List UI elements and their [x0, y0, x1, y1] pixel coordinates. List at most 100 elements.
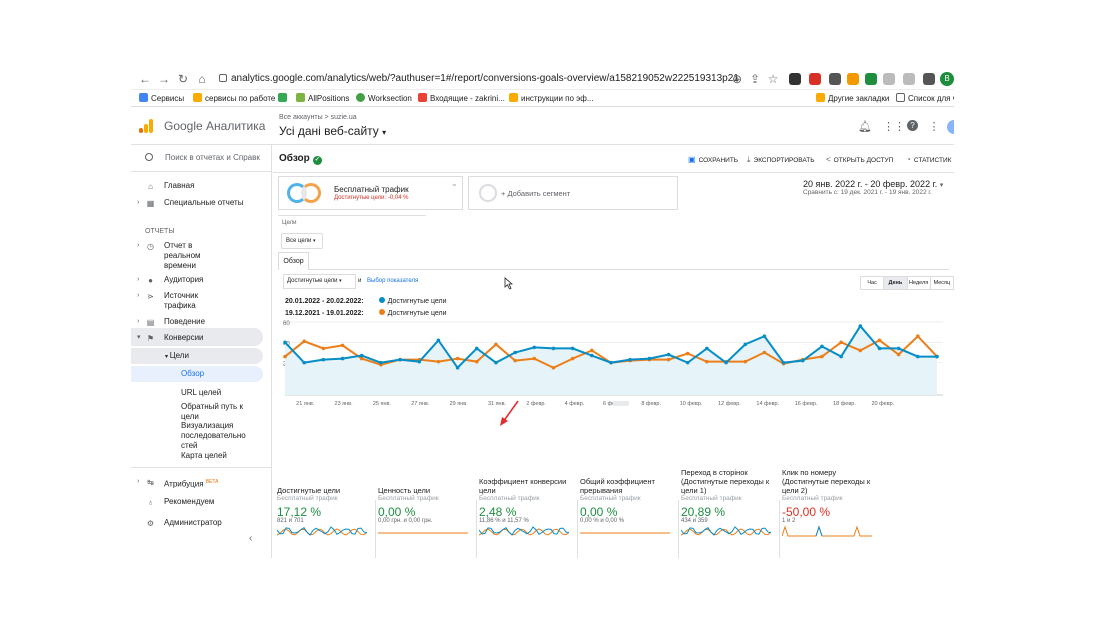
data-point[interactable] — [762, 334, 767, 339]
sidebar-item-goal-urls[interactable]: URL целей — [181, 388, 222, 397]
collapse-sidebar-icon[interactable]: ‹ — [249, 533, 253, 544]
data-point[interactable] — [570, 356, 575, 361]
data-point[interactable] — [570, 346, 575, 351]
data-point[interactable] — [474, 346, 479, 351]
sidebar-item-funnel[interactable]: Визуализация последовательно стей — [181, 421, 246, 450]
export-button[interactable]: ⤓ ЭКСПОРТИРОВАТЬ — [747, 155, 815, 164]
property-selector[interactable]: Усі дані веб-сайту ▾ — [279, 124, 386, 138]
share-page-icon[interactable]: ⇪ — [749, 72, 761, 86]
sidebar-item-goals[interactable]: ▾ Цели — [165, 351, 189, 360]
breadcrumb[interactable]: Все аккаунты > suzie.ua — [279, 114, 357, 121]
data-point[interactable] — [839, 354, 843, 359]
data-point[interactable] — [513, 358, 517, 363]
data-point[interactable] — [916, 334, 920, 339]
granularity-month[interactable]: Месяц — [933, 280, 951, 286]
data-point[interactable] — [302, 339, 306, 344]
data-point[interactable] — [474, 359, 479, 364]
data-point[interactable] — [340, 343, 345, 348]
data-point[interactable] — [436, 338, 441, 343]
insights-button[interactable]: ◔ СТАТИСТИК — [906, 155, 952, 164]
data-point[interactable] — [321, 346, 326, 351]
metric-card[interactable]: Коэффициент конверсии цели Бесплатный тра… — [479, 473, 577, 545]
back-icon[interactable]: ← — [139, 72, 151, 86]
data-point[interactable] — [666, 352, 671, 357]
data-point[interactable] — [858, 324, 863, 328]
ga-logo-icon[interactable] — [139, 119, 155, 133]
bookmark-drive[interactable] — [278, 93, 290, 104]
data-point[interactable] — [321, 357, 326, 362]
select-metric-link[interactable]: Выбор показателя — [367, 278, 419, 284]
bookmark-other[interactable]: Другие закладки — [816, 93, 889, 104]
bookmark-worksection[interactable]: Worksection — [356, 93, 412, 104]
data-point[interactable] — [436, 359, 441, 364]
line-chart[interactable]: 60402021 янв.23 янв.25 янв.27 янв.29 янв… — [283, 317, 954, 407]
bookmark-gmail[interactable]: Входящие - zakrini... — [418, 93, 505, 104]
extension-icon[interactable] — [903, 73, 915, 85]
data-point[interactable] — [724, 360, 728, 365]
profile-avatar[interactable]: B — [940, 72, 954, 86]
extensions-puzzle-icon[interactable] — [923, 73, 935, 85]
granularity-hour[interactable]: Час — [861, 277, 885, 289]
data-point[interactable] — [647, 356, 652, 361]
data-point[interactable] — [685, 351, 690, 356]
data-point[interactable] — [762, 350, 767, 355]
account-avatar[interactable] — [947, 120, 954, 134]
extension-icon[interactable] — [865, 73, 877, 85]
data-point[interactable] — [877, 346, 882, 351]
data-point[interactable] — [877, 338, 882, 343]
metric-card[interactable]: Достигнутые цели Бесплатный трафик 17,12 %… — [277, 473, 375, 545]
data-point[interactable] — [743, 359, 748, 364]
extension-icon[interactable] — [883, 73, 895, 85]
forward-icon[interactable]: → — [158, 72, 170, 86]
granularity-day[interactable]: День — [884, 277, 908, 289]
data-point[interactable] — [494, 360, 498, 365]
data-point[interactable] — [820, 354, 824, 359]
data-point[interactable] — [379, 360, 383, 365]
report-search[interactable]: Поиск в отчетах и Справк — [145, 153, 260, 162]
segment-card[interactable]: Бесплатный трафик Достигнутые цели: -0,0… — [278, 176, 463, 210]
sidebar-item-goal-map[interactable]: Карта целей — [181, 451, 227, 460]
product-name[interactable]: Google Аналитика — [164, 119, 266, 133]
reload-icon[interactable]: ↻ — [177, 72, 189, 86]
data-point[interactable] — [398, 357, 402, 362]
url-field[interactable]: analytics.google.com/analytics/web/?auth… — [219, 70, 739, 88]
data-point[interactable] — [455, 365, 460, 370]
data-point[interactable] — [820, 344, 824, 349]
data-point[interactable] — [800, 358, 805, 363]
add-segment-button[interactable]: + Добавить сегмент — [468, 176, 678, 210]
sidebar-item-overview[interactable]: Обзор — [181, 369, 205, 378]
extension-icon[interactable] — [847, 73, 859, 85]
sidebar-item-reverse-path[interactable]: Обратный путь к цели — [181, 402, 243, 421]
extension-icon[interactable] — [789, 73, 801, 85]
bookmark-star-icon[interactable]: ☆ — [767, 72, 779, 86]
data-point[interactable] — [705, 359, 709, 364]
data-point[interactable] — [494, 342, 498, 347]
data-point[interactable] — [609, 360, 613, 365]
data-point[interactable] — [781, 360, 786, 365]
metric-card[interactable]: Клик по номеру (Достигнутые переходы к ц… — [782, 468, 880, 545]
metric-select[interactable]: Достигнутые цели ▾ — [283, 274, 356, 289]
data-point[interactable] — [283, 354, 287, 359]
data-point[interactable] — [935, 354, 939, 359]
home-icon[interactable]: ⌂ — [198, 72, 206, 86]
metric-card[interactable]: Общий коэффициент прерывания Бесплатный т… — [580, 473, 678, 545]
share-button[interactable]: < ОТКРЫТЬ ДОСТУП — [826, 155, 894, 164]
date-range-picker[interactable]: 20 янв. 2022 г. - 20 февр. 2022 г. ▾ — [803, 179, 944, 189]
data-point[interactable] — [340, 356, 345, 361]
data-point[interactable] — [283, 340, 287, 345]
goals-select[interactable]: Все цели ▾ — [281, 233, 323, 249]
data-point[interactable] — [302, 360, 306, 365]
bell-icon[interactable]: 🔔︎ — [858, 121, 872, 133]
save-button[interactable]: ▣ СОХРАНИТЬ — [688, 155, 739, 164]
help-icon[interactable]: ? — [907, 120, 918, 131]
zoom-icon[interactable]: ⊕ — [731, 72, 743, 86]
data-point[interactable] — [590, 348, 594, 353]
data-point[interactable] — [359, 353, 364, 358]
data-point[interactable] — [417, 359, 422, 364]
more-vert-icon[interactable]: ⋮ — [928, 121, 940, 133]
metric-card[interactable]: Ценность цели Бесплатный трафик 0,00 % 0,00… — [378, 473, 476, 545]
bookmark-apps[interactable]: Сервисы — [139, 93, 184, 104]
tab-overview[interactable]: Обзор — [278, 252, 309, 270]
data-point[interactable] — [532, 345, 537, 350]
data-point[interactable] — [705, 346, 709, 351]
